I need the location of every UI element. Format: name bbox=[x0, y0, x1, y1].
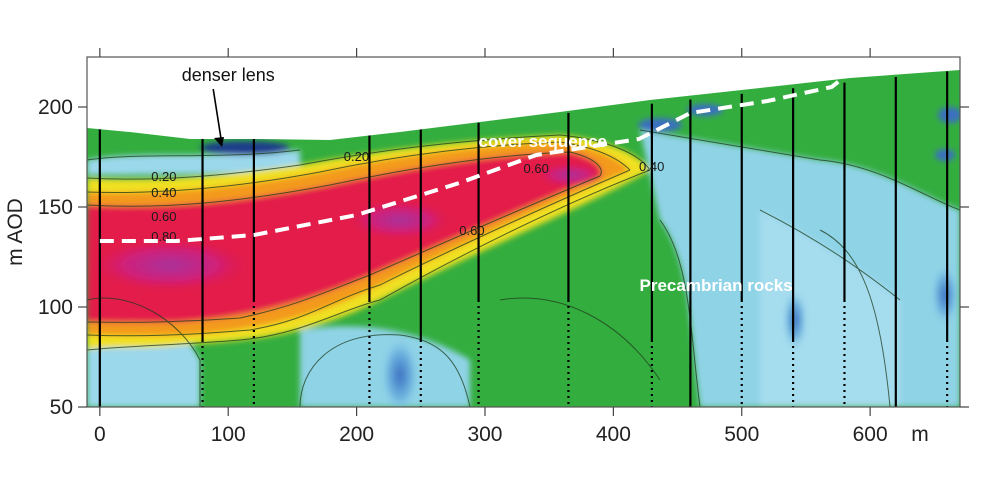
blue-lens-7 bbox=[938, 107, 960, 123]
blue-lens-8 bbox=[935, 149, 955, 161]
x-tick-label: 200 bbox=[339, 423, 374, 446]
blue-lens-2 bbox=[380, 335, 420, 407]
precambrian-rocks-label: Precambrian rocks bbox=[640, 276, 793, 295]
high-value-core-2 bbox=[345, 200, 455, 240]
contour-label: 0.60 bbox=[524, 161, 549, 176]
x-tick-label: 300 bbox=[467, 423, 502, 446]
cover-sequence-label: cover sequence bbox=[478, 132, 607, 151]
contour-lines bbox=[87, 129, 960, 407]
cover-boundary-line bbox=[99, 65, 859, 243]
y-tick-label: 100 bbox=[38, 296, 73, 319]
contour-label: 0.20 bbox=[344, 149, 369, 164]
x-tick-label: 0 bbox=[94, 423, 106, 446]
contour-labels: 0.200.200.400.600.80 0.600.60 0.40 bbox=[151, 149, 664, 244]
ground-surface-mask bbox=[87, 57, 960, 140]
contour-label: 0.40 bbox=[639, 159, 664, 174]
blue-lens-5 bbox=[638, 118, 682, 132]
x-tick-label: 500 bbox=[724, 423, 759, 446]
contour-label: 0.60 bbox=[151, 209, 176, 224]
contour-label: 0.20 bbox=[151, 169, 176, 184]
plot-frame bbox=[86, 56, 961, 408]
low-value-zone-2 bbox=[760, 210, 900, 407]
y-tick-label: 50 bbox=[50, 396, 73, 419]
plot-area bbox=[87, 57, 960, 407]
y-tick-label: 200 bbox=[38, 96, 73, 119]
blue-lens-3 bbox=[783, 290, 807, 350]
contour-label: 0.60 bbox=[459, 223, 484, 238]
contour-label: 0.40 bbox=[151, 185, 176, 200]
denser-lens-arrowhead bbox=[214, 137, 224, 147]
denser-lens-label: denser lens bbox=[182, 65, 275, 85]
y-axis-label: m AOD bbox=[4, 198, 27, 266]
annotations: denser lens cover sequence Precambrian roc… bbox=[182, 65, 793, 295]
axes: 0 100 200 300 400 500 600 50 100 150 200 m m AOD bbox=[4, 48, 969, 446]
x-axis-label: m bbox=[911, 423, 929, 446]
x-tick-label: 600 bbox=[853, 423, 888, 446]
high-value-core bbox=[87, 237, 255, 293]
blue-lens-4 bbox=[931, 263, 959, 327]
x-tick-label: 400 bbox=[596, 423, 631, 446]
y-tick-label: 150 bbox=[38, 196, 73, 219]
x-tick-label: 100 bbox=[211, 423, 246, 446]
denser-lens-arrow bbox=[212, 88, 223, 146]
borehole-lines bbox=[98, 71, 949, 407]
